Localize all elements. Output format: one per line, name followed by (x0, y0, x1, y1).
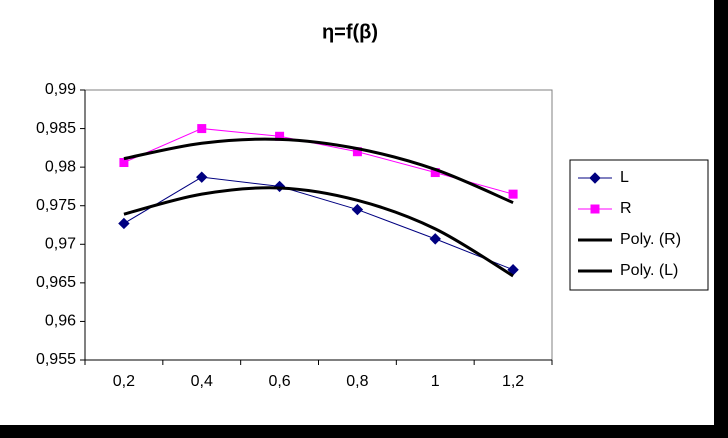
x-tick-label: 0,2 (113, 373, 135, 390)
data-point (197, 124, 207, 134)
legend-label: L (620, 169, 629, 186)
legend-label: R (620, 200, 632, 217)
legend-label: Poly. (L) (620, 262, 678, 279)
legend-marker (589, 172, 601, 184)
y-tick-label: 0,97 (45, 236, 76, 253)
y-tick-label: 0,975 (36, 197, 76, 214)
legend-label: Poly. (R) (620, 231, 681, 248)
y-tick-label: 0,98 (45, 158, 76, 175)
x-tick-label: 0,8 (346, 373, 368, 390)
y-tick-label: 0,955 (36, 351, 76, 368)
y-tick-label: 0,96 (45, 313, 76, 330)
series-line (123, 128, 514, 195)
data-point (429, 233, 441, 245)
data-point (118, 217, 130, 230)
data-point (273, 180, 286, 193)
chart-title: η=f(β) (322, 21, 378, 43)
y-tick-label: 0,965 (36, 274, 76, 291)
data-point (508, 189, 518, 199)
x-tick-label: 0,4 (191, 373, 213, 390)
legend-marker (590, 204, 600, 214)
series-line (123, 176, 514, 271)
trendline (123, 186, 514, 278)
y-tick-label: 0,985 (36, 120, 76, 137)
data-point (119, 158, 129, 168)
data-point (351, 203, 364, 216)
y-tick-label: 0,99 (45, 81, 76, 98)
x-tick-label: 0,6 (268, 373, 290, 390)
x-tick-label: 1,2 (502, 373, 524, 390)
trendline (123, 137, 514, 205)
data-point (196, 171, 208, 183)
x-tick-label: 1 (431, 373, 440, 390)
